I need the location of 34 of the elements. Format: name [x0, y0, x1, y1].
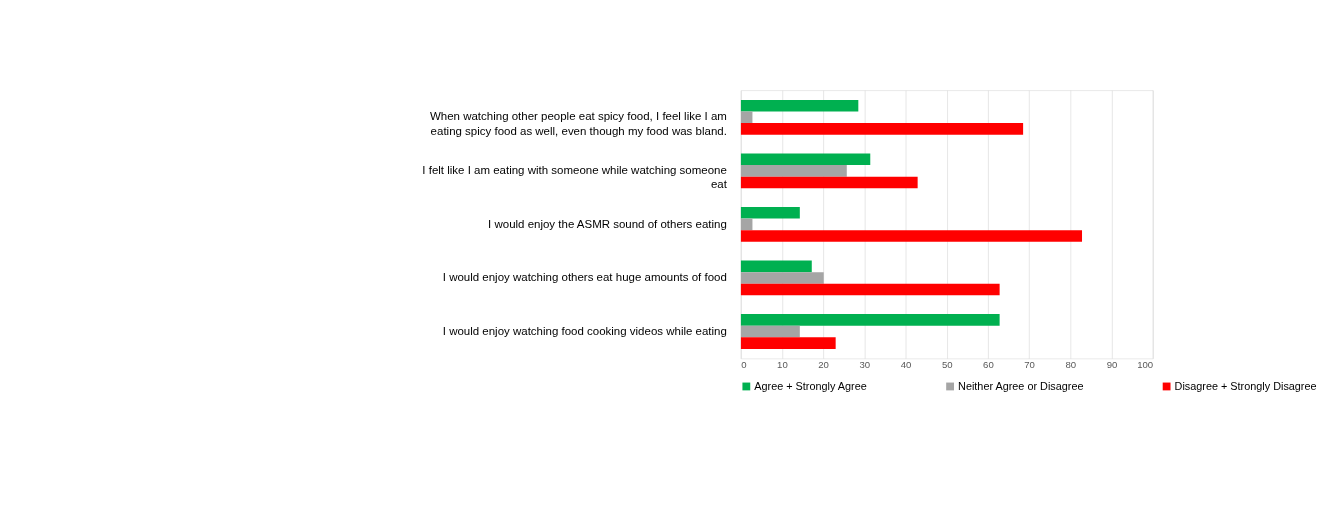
bar	[740, 153, 871, 166]
x-tick-label: 60	[983, 358, 994, 370]
x-tick-label: 30	[859, 358, 871, 370]
bar	[740, 206, 800, 219]
bar	[740, 230, 1083, 242]
x-tick-label: 90	[1106, 358, 1118, 370]
y-tick-label: I would enjoy watching food cooking videos while eating	[442, 324, 727, 337]
legend-label: Agree + Strongly Agree	[754, 379, 867, 392]
x-tick-label: 80	[1065, 358, 1077, 370]
legend-label: Neither Agree or Disagree	[958, 379, 1084, 392]
x-tick-label: 50	[941, 358, 953, 370]
bar	[740, 99, 859, 112]
x-tick-label: 10	[777, 358, 788, 370]
legend-label: Disagree + Strongly Disagree	[1174, 379, 1317, 392]
bar	[740, 272, 824, 284]
y-tick-label: I would enjoy watching others eat huge amounts of food	[442, 271, 727, 284]
bar	[740, 111, 753, 124]
x-tick-label: 100	[1137, 358, 1154, 370]
bar	[740, 218, 753, 231]
y-tick-label: I would enjoy the ASMR sound of others eating	[488, 217, 727, 230]
bar	[740, 314, 1000, 326]
bar	[740, 123, 1024, 135]
bar	[740, 176, 918, 189]
bar	[740, 325, 800, 338]
bar	[740, 283, 1000, 296]
x-tick-label: 0	[741, 358, 747, 370]
bar	[740, 165, 847, 177]
y-tick-label: I felt like I am eating with someone while watching someone eat	[422, 164, 728, 191]
x-tick-label: 40	[900, 358, 912, 370]
y-tick-label: When watching other people eat spicy food, I feel like I am eating spicy food as well, even though my food was bland.	[430, 110, 727, 137]
bar	[740, 260, 812, 273]
x-tick-label: 70	[1024, 358, 1035, 370]
bar	[740, 337, 836, 349]
x-tick-label: 20	[818, 358, 829, 370]
